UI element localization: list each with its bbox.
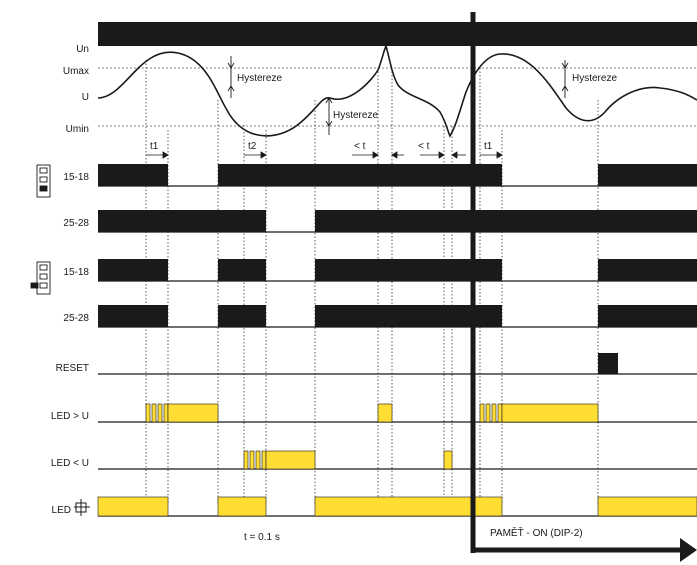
time-label-less-t-a: < t [354, 141, 366, 152]
relay-label-b2: 25-28 [63, 313, 89, 324]
level-label-un: Un [76, 44, 89, 55]
led-under-label: LED < U [51, 458, 89, 469]
relay-trace-a1 [98, 164, 697, 187]
reset-label: RESET [56, 363, 89, 374]
relay-trace-b1 [98, 259, 697, 282]
relay-trace-b2 [98, 305, 697, 328]
time-label-t1-a: t1 [150, 141, 159, 152]
time-label-t1-b: t1 [484, 141, 493, 152]
memory-arrow-head [680, 538, 697, 562]
timing-arrows [146, 151, 503, 159]
voltage-waveform [97, 43, 697, 138]
led-power-trace [97, 496, 697, 517]
dip-switch-icon-a [36, 164, 51, 198]
reset-trace [98, 353, 697, 375]
hysteresis-marker-3 [561, 60, 569, 98]
hysteresis-label-3: Hystereze [572, 73, 617, 84]
relay-label-a2: 25-28 [63, 218, 89, 229]
time-label-less-t-b: < t [418, 141, 430, 152]
level-label-u: U [82, 92, 89, 103]
hysteresis-marker-1 [227, 56, 235, 98]
level-label-umin: Umin [66, 124, 89, 135]
supply-bar [98, 22, 697, 46]
relay-label-b1: 15-18 [63, 267, 89, 278]
relay-trace-a2 [98, 210, 697, 233]
led-under-trace [98, 450, 697, 470]
memory-note: PAMĚŤ - ON (DIP-2) [490, 526, 583, 539]
dip-switch-icon-b [30, 261, 51, 295]
hysteresis-label-2: Hystereze [333, 110, 378, 121]
led-over-label: LED > U [51, 411, 89, 422]
hysteresis-marker-2 [325, 97, 333, 135]
led-over-trace [98, 403, 697, 423]
hysteresis-label-1: Hystereze [237, 73, 282, 84]
relay-label-a1: 15-18 [63, 172, 89, 183]
power-led-icon [74, 499, 90, 516]
event-markers [145, 60, 599, 505]
level-label-umax: Umax [63, 66, 89, 77]
time-label-t2: t2 [248, 141, 257, 152]
led-power-label: LED [52, 505, 71, 516]
time-note: t = 0.1 s [244, 532, 280, 543]
